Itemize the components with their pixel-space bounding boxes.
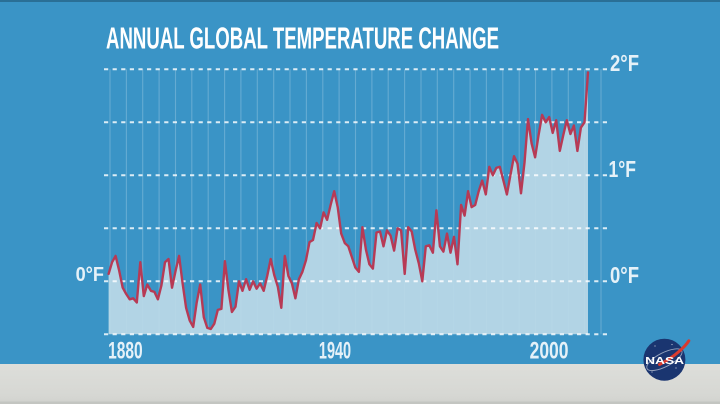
svg-text:2000: 2000 bbox=[530, 338, 569, 365]
svg-text:1°F: 1°F bbox=[609, 156, 637, 182]
svg-text:0°F: 0°F bbox=[76, 264, 104, 286]
svg-text:0°F: 0°F bbox=[610, 262, 639, 288]
svg-text:1880: 1880 bbox=[108, 338, 143, 365]
svg-text:1940: 1940 bbox=[319, 338, 351, 365]
svg-text:ANNUAL GLOBAL TEMPERATURE CHAN: ANNUAL GLOBAL TEMPERATURE CHANGE bbox=[106, 21, 499, 56]
svg-text:2°F: 2°F bbox=[610, 50, 639, 76]
svg-text:NASA: NASA bbox=[645, 355, 685, 367]
